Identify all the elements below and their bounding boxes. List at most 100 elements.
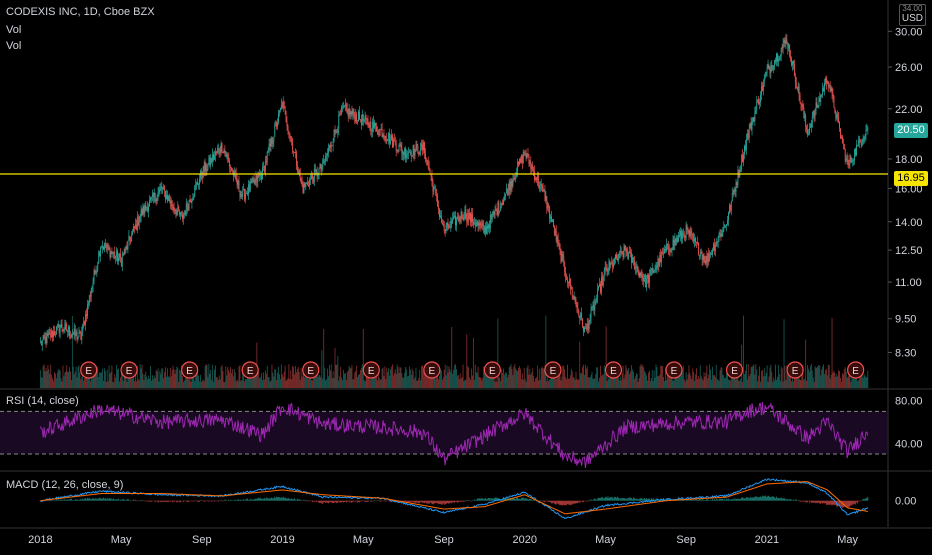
candle-body (177, 206, 179, 211)
volume-bar (264, 370, 266, 388)
macd-histogram-bar (229, 500, 231, 502)
candle-body (671, 248, 673, 251)
macd-histogram-bar (368, 500, 370, 502)
symbol-title[interactable]: CODEXIS INC, 1D, Cboe BZX (6, 6, 155, 18)
volume-bar (375, 371, 376, 388)
volume-bar (731, 375, 733, 388)
volume-bar (290, 370, 292, 388)
volume-bar (250, 371, 252, 388)
macd-histogram-bar (408, 500, 410, 503)
candle-body (433, 188, 435, 192)
candle-body (80, 333, 82, 340)
candle-body (182, 214, 183, 219)
candle-body (700, 251, 702, 253)
macd-histogram-bar (447, 500, 449, 503)
volume-bar (632, 369, 633, 388)
macd-histogram-bar (757, 497, 759, 501)
macd-histogram-bar (163, 500, 165, 503)
candle-body (52, 330, 54, 338)
macd-histogram-bar (559, 500, 561, 506)
candle-body (688, 229, 690, 237)
candle-body (65, 323, 67, 326)
candle-body (645, 275, 647, 288)
volume-legend-1[interactable]: Vol (6, 24, 22, 36)
macd-histogram-bar (255, 498, 257, 501)
rsi-title[interactable]: RSI (14, close) (6, 395, 79, 407)
macd-histogram-bar (750, 497, 752, 501)
candle-body (628, 252, 630, 259)
earnings-marker-11 (725, 361, 744, 379)
candle-body (163, 186, 165, 189)
candle-body (625, 249, 627, 251)
candle-body (253, 180, 255, 184)
volume-bar (609, 370, 611, 388)
macd-histogram-bar (762, 496, 764, 501)
macd-title[interactable]: MACD (12, 26, close, 9) (6, 479, 124, 491)
candle-body (194, 185, 196, 196)
candle-body (834, 107, 836, 114)
candle-body (573, 296, 575, 299)
candle-body (204, 162, 206, 172)
macd-histogram-bar (800, 500, 802, 502)
candle-body (822, 88, 824, 95)
price-tick-label-6: 18.00 (895, 154, 923, 166)
macd-histogram-bar (719, 498, 721, 501)
volume-bar (301, 376, 303, 388)
volume-bar (512, 375, 514, 388)
volume-bar (656, 367, 658, 388)
macd-histogram-bar (749, 496, 751, 501)
candle-body (776, 53, 777, 62)
volume-bar (754, 374, 756, 388)
candle-body (450, 220, 452, 227)
volume-bar (566, 379, 568, 388)
macd-histogram-bar (327, 500, 329, 504)
candle-body (630, 251, 632, 253)
macd-histogram-bar (339, 500, 341, 503)
macd-histogram-bar (175, 500, 177, 502)
candle-body (71, 335, 72, 337)
macd-histogram-bar (472, 500, 474, 502)
candle-body (528, 154, 530, 164)
volume-bar (160, 373, 162, 388)
volume-bar (621, 373, 623, 388)
macd-histogram-bar (282, 496, 284, 501)
volume-bar (541, 366, 543, 388)
volume-bar (809, 365, 811, 388)
macd-histogram-bar (407, 500, 408, 503)
volume-bar (678, 376, 680, 388)
volume-bar (811, 370, 813, 388)
candle-body (855, 148, 857, 156)
volume-bar (148, 375, 150, 388)
volume-bar (575, 371, 577, 388)
currency-button[interactable]: 34.00 USD (898, 4, 926, 26)
candle-body (96, 266, 98, 274)
volume-bar (135, 367, 136, 388)
candle-body (415, 144, 417, 150)
volume-bar (700, 375, 702, 388)
macd-histogram-bar (274, 496, 276, 501)
volume-bar (71, 380, 72, 388)
macd-histogram-bar (106, 497, 108, 501)
volume-bar (540, 367, 542, 388)
volume-legend-2[interactable]: Vol (6, 40, 22, 52)
candle-body (475, 224, 477, 227)
candle-body (105, 247, 107, 249)
macd-histogram-bar (410, 500, 412, 502)
macd-histogram-bar (589, 500, 591, 502)
volume-bar (673, 380, 675, 388)
macd-histogram-bar (348, 500, 350, 503)
rsi-line (39, 401, 869, 468)
candle-body (465, 209, 467, 219)
volume-bar (722, 375, 724, 388)
macd-histogram-bar (268, 498, 270, 501)
rsi-band-fill (0, 411, 888, 454)
earnings-marker-12 (786, 361, 804, 379)
macd-histogram-bar (706, 498, 708, 501)
x-axis-label-0: 2018 (28, 534, 52, 546)
volume-bar (643, 367, 645, 388)
macd-histogram-bar (337, 500, 339, 503)
volume-bar (629, 374, 631, 388)
candle-body (672, 239, 674, 249)
